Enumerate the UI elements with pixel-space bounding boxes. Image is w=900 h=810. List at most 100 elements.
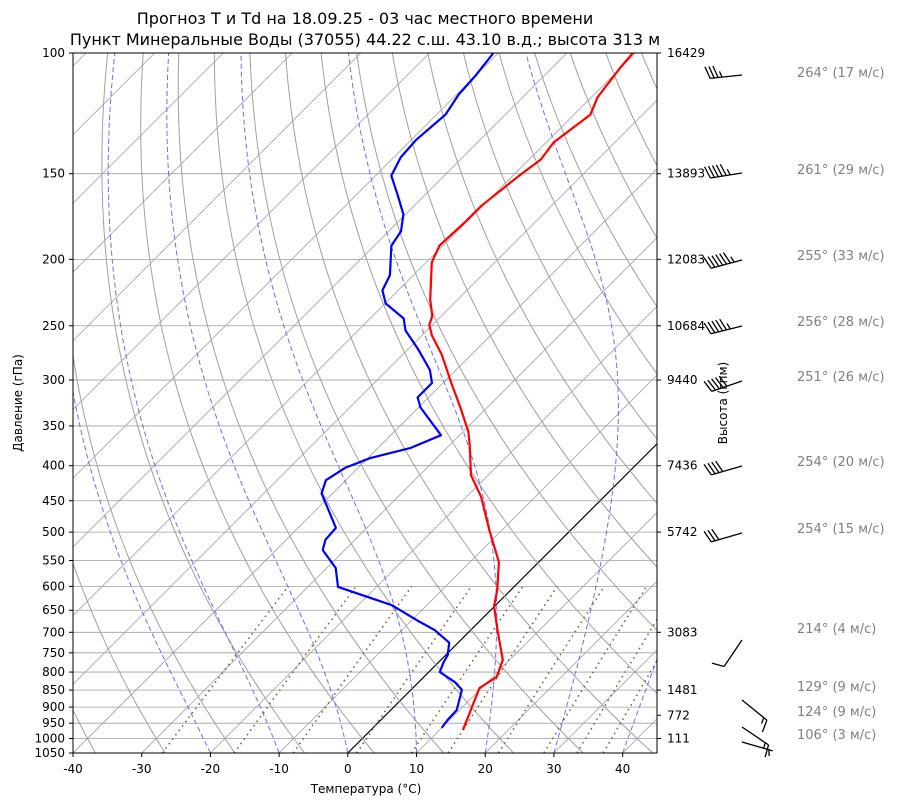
height-tick-label: 9440 (667, 373, 698, 387)
height-tick-label: 1481 (667, 683, 698, 697)
barb-staff (742, 727, 769, 745)
y-tick-label: 400 (42, 459, 65, 473)
x-tick-label: -10 (269, 762, 289, 776)
wind-label: 254° (20 м/с) (797, 455, 885, 470)
dry-adiabat (713, 53, 900, 753)
y-tick-label: 650 (42, 603, 65, 617)
dry-adiabat (286, 53, 653, 753)
wind-barb (742, 700, 767, 732)
wind-label: 255° (33 м/с) (797, 249, 885, 264)
chart-title-line1: Прогноз T и Td на 18.09.25 - 03 час мест… (137, 9, 593, 28)
dry-adiabat (464, 53, 900, 753)
isotherm (279, 53, 900, 753)
x-axis-label: Температура (°C) (310, 782, 422, 796)
y-axis-right-label: Высота (гпм) (716, 362, 730, 444)
y-tick-label: 850 (42, 683, 65, 697)
y-tick-label: 1000 (34, 731, 65, 745)
y-tick-label: 100 (42, 46, 65, 60)
dry-adiabat (570, 53, 900, 753)
y-tick-label: 600 (42, 579, 65, 593)
isotherm (485, 53, 900, 753)
isotherm (0, 53, 223, 753)
x-tick-label: -30 (132, 762, 152, 776)
y-tick-label: 900 (42, 700, 65, 714)
height-tick-label: 13893 (667, 167, 705, 181)
wind-label: 214° (4 м/с) (797, 622, 876, 637)
dry-adiabat (428, 53, 900, 753)
x-tick-label: 10 (409, 762, 424, 776)
wind-label: 129° (9 м/с) (797, 680, 876, 695)
dry-adiabat (392, 53, 862, 753)
moist-adiabat (108, 53, 279, 753)
mixing-ratio-line (603, 586, 702, 753)
axes: 1001502002503003504004505005506006507007… (34, 46, 705, 776)
wind-barb (712, 640, 742, 667)
barb-feather (765, 745, 768, 757)
wind-label: 264° (17 м/с) (797, 66, 885, 81)
wind-label: 261° (29 м/с) (797, 163, 885, 178)
barb-feather (712, 663, 724, 666)
x-tick-label: -40 (63, 762, 83, 776)
height-tick-label: 12083 (667, 252, 705, 266)
x-tick-label: 40 (615, 762, 630, 776)
height-tick-label: 10684 (667, 319, 705, 333)
y-tick-label: 150 (42, 167, 65, 181)
dry-adiabat (677, 53, 900, 753)
dry-adiabat (178, 53, 444, 753)
mixing-ratio-line (544, 586, 647, 753)
dry-adiabat (819, 53, 900, 753)
height-tick-label: 772 (667, 708, 690, 722)
y-tick-label: 750 (42, 646, 65, 660)
dry-adiabat (855, 53, 900, 753)
wind-label: 124° (9 м/с) (797, 705, 876, 720)
mixing-ratio-line (234, 586, 356, 753)
barb-half-feather (762, 718, 764, 724)
dry-adiabat (141, 53, 375, 753)
wind-label: 251° (26 м/с) (797, 370, 885, 385)
y-tick-label: 350 (42, 419, 65, 433)
barb-half-feather (731, 257, 734, 262)
y-tick-label: 950 (42, 716, 65, 730)
mixing-ratio-line (499, 586, 605, 753)
wind-label: 254° (15 м/с) (797, 522, 885, 537)
mixing-ratio-line (357, 586, 472, 753)
wind-barb (704, 319, 742, 334)
barb-half-feather (727, 324, 730, 329)
barb-half-feather (719, 71, 722, 77)
height-tick-label: 7436 (667, 459, 698, 473)
x-tick-label: 20 (478, 762, 493, 776)
barb-feather (762, 720, 766, 732)
chart-title-line2: Пункт Минеральные Воды (37055) 44.22 с.ш… (70, 30, 660, 49)
moist-adiabat (167, 53, 348, 753)
y-tick-label: 300 (42, 373, 65, 387)
plot-frame (73, 53, 657, 753)
wind-barb (742, 727, 769, 757)
isotherm (0, 53, 636, 753)
wind-barbs: 264° (17 м/с) 261° (29 м/с) 255° (33 м/с) 2… (704, 66, 885, 757)
y-tick-label: 1050 (34, 746, 65, 760)
y-tick-label: 800 (42, 665, 65, 679)
wind-barb (705, 164, 742, 178)
height-tick-label: 5742 (667, 525, 698, 539)
y-tick-label: 700 (42, 625, 65, 639)
dry-adiabat (102, 53, 305, 753)
moist-adiabat (241, 53, 417, 753)
dry-adiabat (606, 53, 900, 753)
x-tick-label: 0 (344, 762, 352, 776)
y-tick-label: 450 (42, 494, 65, 508)
barb-staff (710, 173, 742, 178)
wind-barb (704, 253, 742, 269)
dewpoint-line (322, 53, 494, 728)
y-tick-label: 550 (42, 554, 65, 568)
x-tick-label: -20 (201, 762, 221, 776)
y-tick-label: 500 (42, 525, 65, 539)
height-tick-label: 3083 (667, 625, 698, 639)
dry-adiabat (784, 53, 900, 753)
isotherm (4, 53, 704, 753)
isotherm (0, 53, 567, 753)
barb-staff (710, 75, 742, 78)
height-tick-label: 111 (667, 731, 690, 745)
isotherm (623, 53, 900, 753)
moist-adiabat (526, 53, 619, 753)
